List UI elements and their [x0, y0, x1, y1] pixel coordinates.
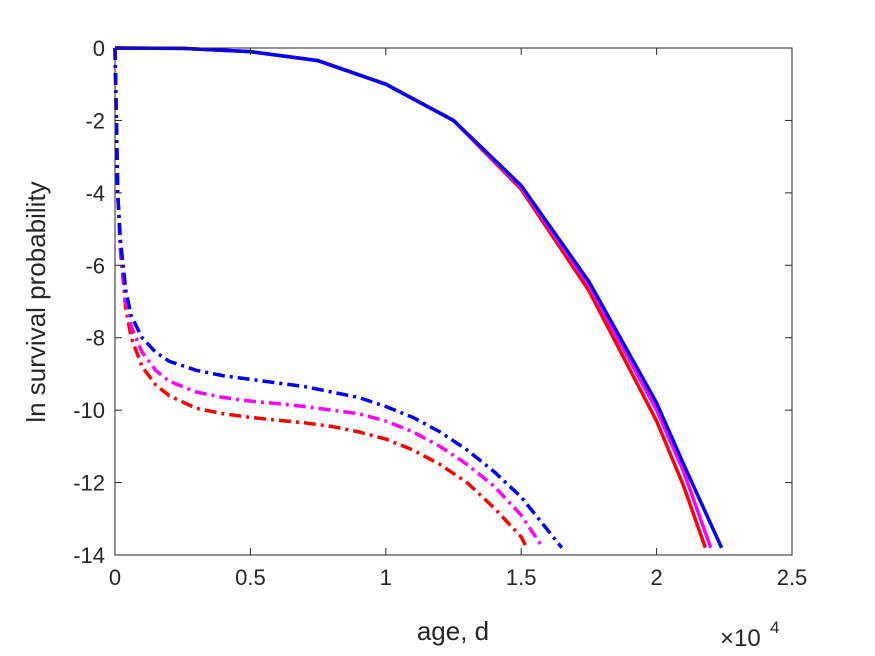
y-tick-label: -12 [73, 471, 105, 496]
x-exponent-label: ×10 4 [720, 618, 779, 652]
y-axis-label: ln survival probability [21, 181, 51, 422]
x-tick-label: 1.5 [506, 565, 537, 590]
x-tick-label: 2 [650, 565, 662, 590]
series-line-3-solid [114, 46, 724, 549]
x-tick-label: 0 [109, 565, 121, 590]
y-tick-label: -4 [85, 181, 105, 206]
ticks-layer [114, 47, 793, 556]
y-tick-label: -2 [85, 108, 105, 133]
plot-background [115, 48, 792, 555]
x-axis-label: age, d [417, 616, 489, 646]
series-line-6-dashdot [113, 47, 564, 549]
axes-layer [114, 47, 793, 556]
series-layer [113, 46, 724, 549]
y-tick-label: -14 [73, 543, 105, 568]
x-exponent-power: 4 [770, 618, 779, 637]
x-exponent-base: ×10 [720, 625, 761, 652]
x-tick-label: 2.5 [777, 565, 808, 590]
y-tick-label: -8 [85, 326, 105, 351]
y-tick-label: -6 [85, 253, 105, 278]
y-tick-label: 0 [93, 36, 105, 61]
series-line-4-dashdot [113, 47, 529, 549]
series-line-5-dashdot [113, 47, 545, 549]
x-tick-label: 1 [380, 565, 392, 590]
x-tick-label: 0.5 [235, 565, 266, 590]
y-tick-label: -10 [73, 398, 105, 423]
tick-labels-layer: 0 0.5 1 1.5 2 2.5 0 -2 -4 -6 -8 -10 -12 -14 [73, 36, 807, 590]
axes-box [114, 47, 793, 556]
